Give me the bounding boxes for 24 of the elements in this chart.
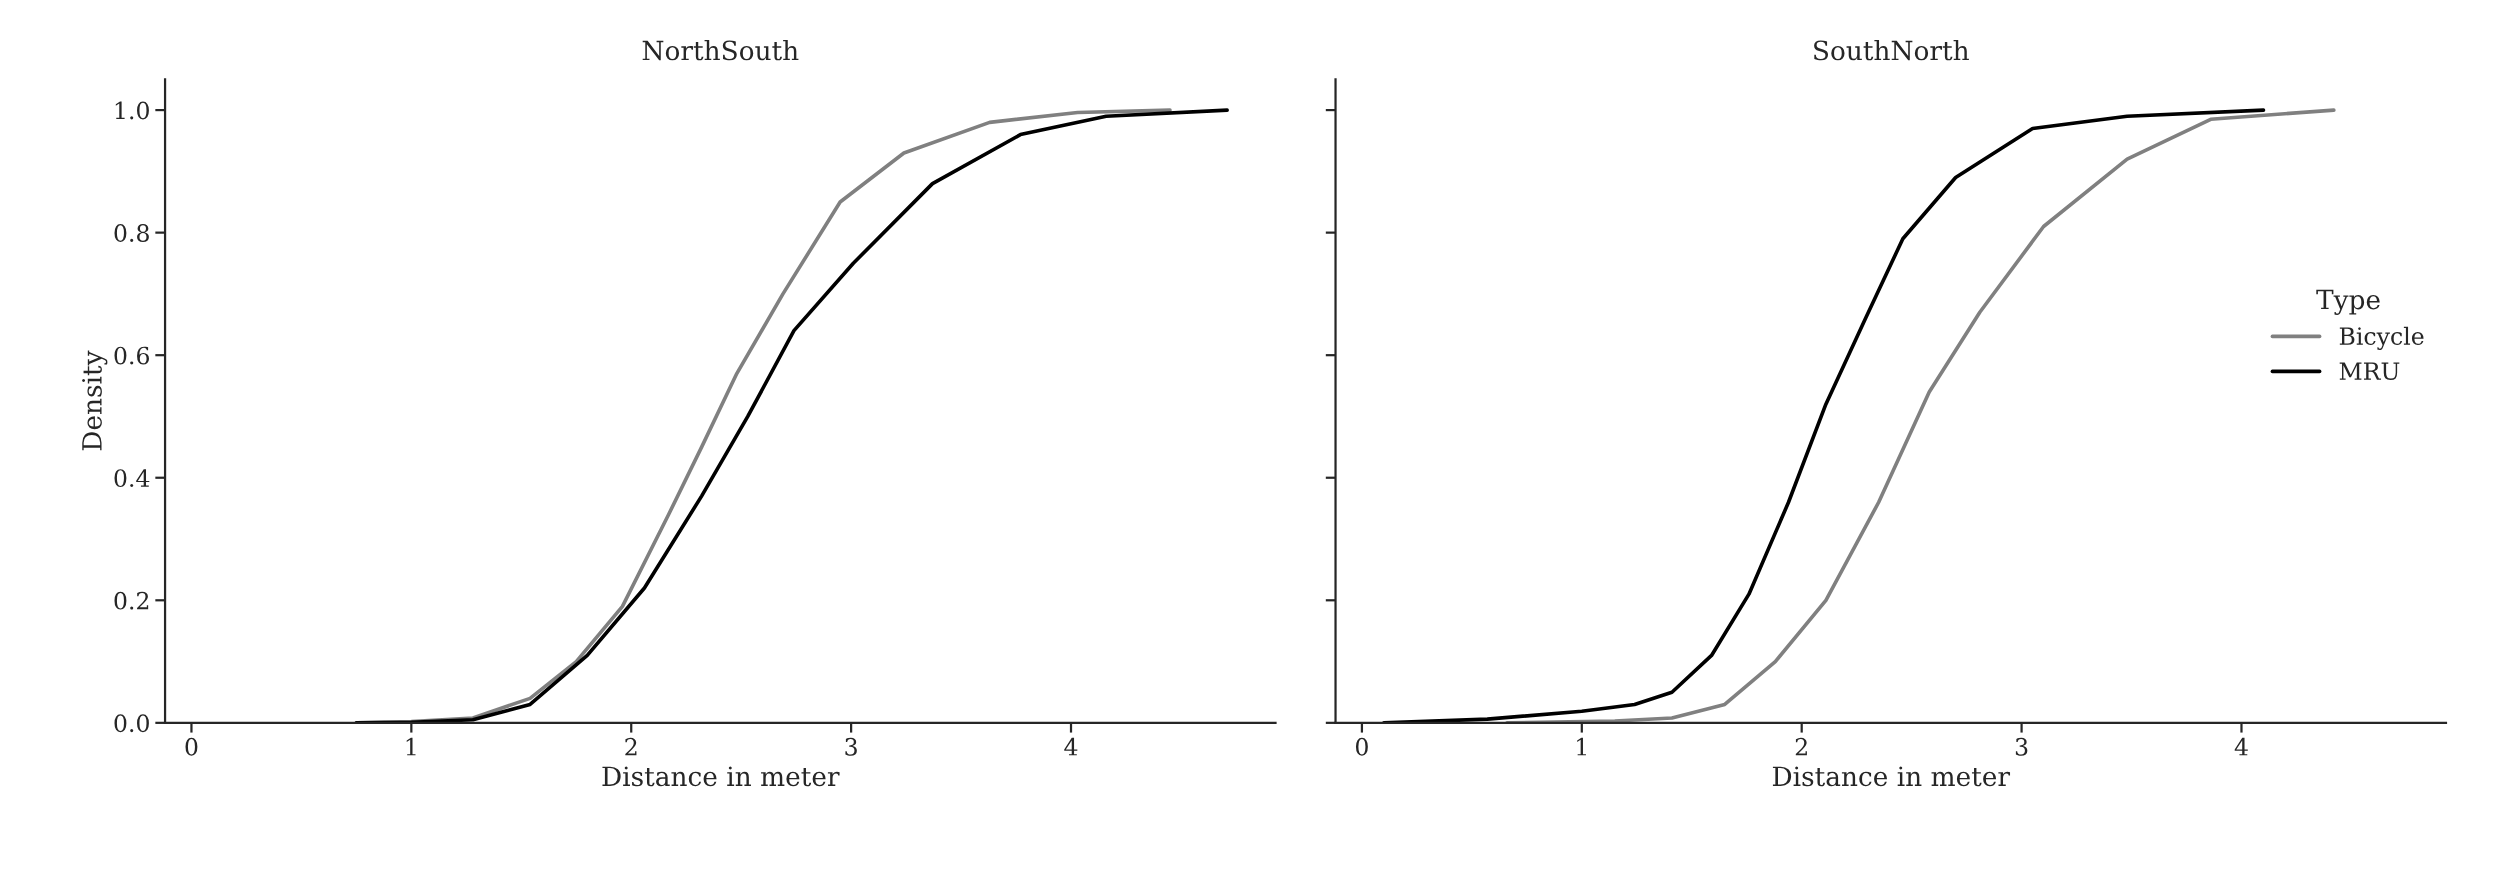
y-tick-label: 0.4 (114, 469, 150, 488)
x-axis-title: Distance in meter (1772, 766, 2011, 787)
y-tick-label: 0.0 (114, 714, 149, 733)
x-tick-label: 0 (185, 737, 198, 756)
x-tick-label: 4 (2234, 737, 2248, 756)
y-tick-label: 1.0 (115, 101, 149, 120)
legend-label: Bicycle (2339, 326, 2424, 350)
y-tick-label: 0.2 (114, 591, 149, 610)
x-tick-label: 3 (2015, 737, 2028, 756)
x-tick-label: 0 (1355, 737, 1368, 756)
legend-label: MRU (2339, 362, 2400, 381)
x-tick-label: 2 (625, 737, 637, 756)
chart-title: NorthSouth (642, 39, 799, 61)
y-axis-title: Density (82, 350, 108, 451)
x-tick-label: 1 (1577, 737, 1586, 756)
x-tick-label: 3 (845, 737, 857, 756)
x-axis-title: Distance in meter (602, 766, 840, 787)
x-tick-label: 2 (1795, 737, 1807, 756)
y-tick-label: 0.8 (114, 224, 149, 242)
chart-title: SouthNorth (1814, 39, 1969, 61)
x-tick-label: 1 (406, 737, 416, 756)
x-tick-label: 4 (1064, 737, 1078, 756)
y-tick-label: 0.6 (114, 346, 149, 365)
legend-title: Type (2316, 289, 2380, 315)
